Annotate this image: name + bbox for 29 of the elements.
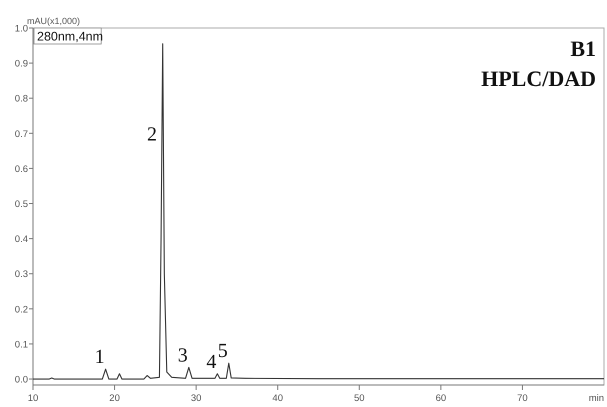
annotation: 5 [218, 340, 228, 362]
annotation: 1 [94, 346, 105, 368]
y-tick-label: 0.8 [14, 94, 28, 105]
annotation: HPLC/DAD [481, 66, 596, 91]
x-tick-label: 60 [436, 393, 446, 404]
x-tick-label: 70 [517, 393, 528, 404]
y-tick-label: 0.9 [14, 58, 28, 70]
annotation: 3 [178, 344, 188, 366]
x-tick-label: 30 [190, 393, 202, 404]
annotation: 2 [146, 123, 157, 146]
y-tick-label: 0.5 [14, 199, 28, 210]
y-tick-label: 0.3 [14, 269, 28, 280]
y-tick-label: 0.0 [14, 374, 28, 386]
annotation: B1 [570, 36, 596, 61]
x-tick-label: 10 [28, 393, 38, 404]
annotation: 280nm,4nm [37, 30, 104, 44]
annotation: 4 [206, 350, 216, 373]
y-axis-title: mAU(x1,000) [27, 16, 80, 26]
y-tick-label: 0.1 [14, 339, 28, 350]
x-tick-label: 20 [109, 393, 120, 404]
y-tick-label: 0.4 [14, 234, 28, 246]
line-series [32, 43, 605, 380]
x-axis-title: min [588, 393, 604, 404]
x-tick-label: 50 [354, 393, 365, 404]
y-tick-label: 1.0 [14, 24, 28, 34]
x-tick-label: 40 [272, 393, 284, 404]
y-tick-label: 0.2 [14, 304, 28, 316]
y-tick-label: 0.6 [14, 164, 28, 175]
y-tick-label: 0.7 [14, 128, 28, 140]
